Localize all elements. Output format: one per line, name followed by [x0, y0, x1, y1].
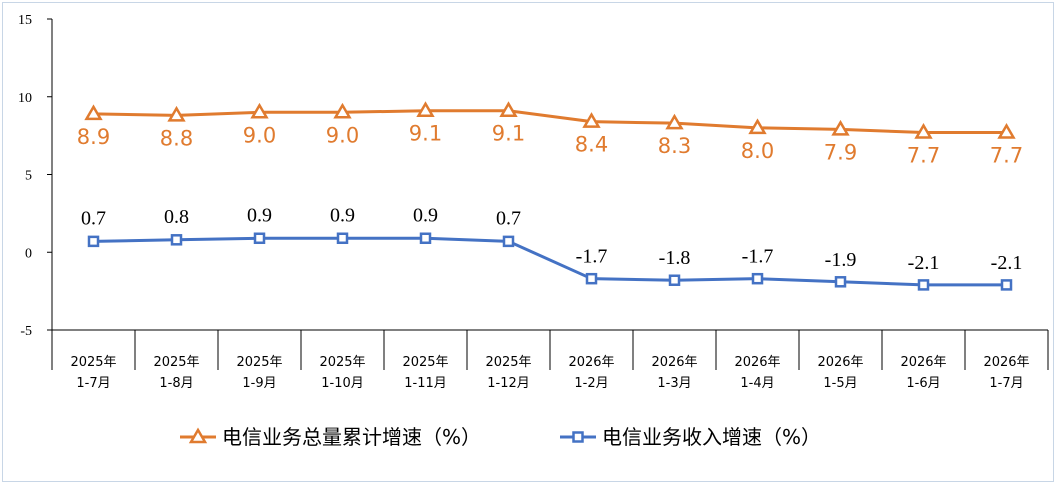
data-label: 0.7: [496, 207, 521, 229]
y-tick-label: 0: [25, 246, 32, 261]
x-tick-label-year: 2026年: [651, 355, 697, 370]
x-tick-label-period: 1-10月: [321, 376, 364, 391]
data-label: 9.1: [409, 122, 442, 146]
data-point-marker: [834, 276, 847, 288]
data-label: 0.9: [247, 204, 272, 226]
x-tick-label-period: 1-12月: [487, 376, 530, 391]
data-point-marker: [253, 232, 266, 245]
data-label: 8.8: [160, 126, 193, 150]
data-point-marker: [419, 232, 432, 245]
data-label: 0.9: [330, 204, 355, 226]
data-label: -2.1: [991, 252, 1023, 274]
x-tick-label-year: 2026年: [568, 355, 614, 370]
x-tick-label-period: 1-4月: [740, 376, 774, 391]
data-point-marker: [84, 104, 103, 121]
data-point-marker: [170, 234, 183, 246]
data-label: 0.9: [413, 204, 438, 226]
y-tick-label: 10: [18, 91, 32, 106]
y-tick-label: 15: [18, 13, 32, 28]
data-label: -1.9: [825, 249, 857, 271]
data-label: 7.7: [990, 144, 1023, 168]
series-line-1: [93, 109, 1007, 135]
data-point-marker: [416, 101, 435, 117]
data-point-marker: [914, 123, 933, 139]
x-tick-label-year: 2025年: [485, 355, 531, 370]
x-tick-label-period: 1-8月: [159, 376, 193, 391]
x-tick-label-year: 2026年: [817, 355, 863, 370]
x-tick-label-period: 1-11月: [404, 376, 447, 391]
data-label: 8.3: [658, 134, 691, 158]
data-point-marker: [997, 123, 1016, 139]
legend-marker: [188, 427, 208, 444]
data-label: -1.8: [659, 247, 691, 269]
data-label: 9.0: [326, 123, 359, 147]
x-tick-label-year: 2025年: [319, 355, 365, 370]
data-label: 7.9: [824, 140, 857, 164]
x-tick-label-year: 2026年: [900, 355, 946, 370]
legend-label: 电信业务总量累计增速（%）: [222, 425, 481, 449]
data-label: -1.7: [742, 246, 774, 268]
data-point-marker: [831, 119, 850, 136]
data-label: 0.7: [81, 207, 106, 229]
data-label: 8.0: [741, 139, 774, 163]
x-tick-label-year: 2025年: [402, 355, 448, 370]
data-point-marker: [499, 101, 518, 117]
x-tick-label-period: 1-7月: [989, 376, 1023, 391]
data-label: 9.0: [243, 123, 276, 147]
data-point-marker: [336, 232, 349, 245]
data-label: 7.7: [907, 144, 940, 168]
x-tick-label-period: 1-7月: [76, 376, 110, 391]
data-point-marker: [917, 279, 930, 291]
data-point-marker: [333, 102, 352, 119]
x-tick-label-year: 2025年: [236, 355, 282, 370]
x-tick-label-period: 1-9月: [242, 376, 276, 391]
data-point-marker: [250, 102, 269, 119]
data-point-marker: [585, 272, 598, 285]
x-tick-label-year: 2026年: [734, 355, 780, 370]
data-point-marker: [87, 235, 100, 248]
x-tick-label-period: 1-5月: [823, 376, 857, 391]
x-tick-label-year: 2025年: [153, 355, 199, 370]
data-point-marker: [582, 112, 601, 128]
data-point-marker: [748, 118, 767, 135]
x-tick-label-period: 1-2月: [574, 376, 608, 391]
data-label: -2.1: [908, 252, 940, 274]
x-tick-label-period: 1-6月: [906, 376, 940, 391]
data-point-marker: [751, 272, 764, 285]
data-label: 8.4: [575, 133, 608, 157]
data-label: -1.7: [576, 246, 608, 268]
data-point-marker: [167, 105, 186, 122]
x-tick-label-period: 1-3月: [657, 376, 691, 391]
data-label: 0.8: [164, 206, 189, 228]
y-tick-label: 5: [25, 169, 32, 184]
y-tick-label: -5: [20, 324, 32, 339]
data-label: 9.1: [492, 122, 525, 146]
data-point-marker: [502, 235, 515, 248]
x-tick-label-year: 2026年: [983, 355, 1029, 370]
data-point-marker: [668, 274, 681, 286]
data-point-marker: [665, 113, 684, 130]
data-label: 8.9: [77, 125, 110, 149]
legend-marker: [572, 431, 584, 443]
legend-label: 电信业务收入增速（%）: [602, 425, 821, 449]
x-tick-label-year: 2025年: [70, 355, 116, 370]
data-point-marker: [1000, 279, 1013, 291]
series-line-2: [93, 236, 1007, 287]
